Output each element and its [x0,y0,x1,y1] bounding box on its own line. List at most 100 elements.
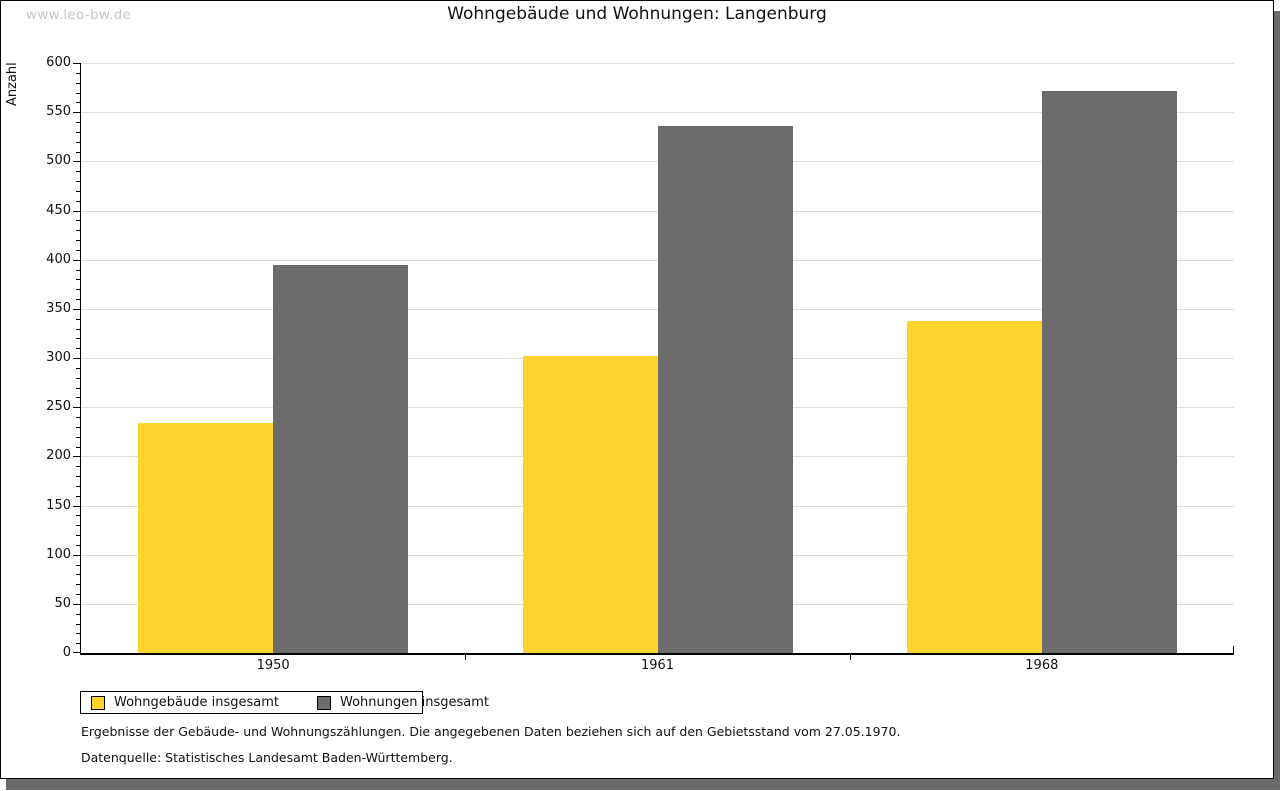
y-minor-tick-230 [76,426,80,428]
y-tick-label-100: 100 [46,546,71,562]
y-minor-tick-80 [76,574,80,576]
y-major-tick-150 [73,505,80,507]
y-minor-tick-30 [76,623,80,625]
y-major-tick-400 [73,259,80,261]
y-minor-tick-330 [76,328,80,330]
legend-label: Wohngebäude insgesamt [114,695,279,710]
watermark: www.leo-bw.de [26,7,132,23]
y-major-tick-300 [73,358,80,359]
y-major-tick-100 [73,554,80,556]
y-tick-label-550: 550 [46,104,71,120]
y-minor-tick-130 [76,525,80,527]
y-major-tick-500 [73,161,80,163]
x-tick-label-1950: 1950 [256,658,290,673]
y-tick-label-350: 350 [46,300,71,316]
y-minor-tick-520 [76,141,80,143]
y-tick-label-150: 150 [46,497,71,513]
x-tick-label-1968: 1968 [1025,658,1059,673]
y-major-tick-450 [73,210,80,212]
y-minor-tick-370 [76,289,80,291]
y-minor-tick-220 [76,436,80,438]
legend-item: Wohnungen insgesamt [317,695,489,710]
y-minor-tick-380 [76,279,80,281]
y-minor-tick-320 [76,338,80,340]
legend-label: Wohnungen insgesamt [340,695,489,710]
legend-item: Wohngebäude insgesamt [91,695,279,710]
y-major-tick-600 [73,63,80,64]
plot-area: 0 50 100 150 200 250 300 350 400 450 500 550 600 195… [46,55,1234,673]
y-minor-tick-410 [76,249,80,251]
y-tick-label-400: 400 [46,251,71,267]
x-tick-label-1961: 1961 [640,658,675,673]
chart-title: Wohngebäude und Wohnungen: Langenburg [447,4,827,24]
y-minor-tick-190 [76,466,80,468]
y-minor-tick-540 [76,122,80,123]
y-minor-tick-440 [76,220,80,222]
y-tick-label-500: 500 [46,153,71,169]
legend-swatch-wohnungen [317,695,331,710]
bar-wohngebäude-1968 [906,320,1042,653]
y-major-tick-50 [73,603,80,605]
y-minor-tick-210 [76,446,80,448]
y-tick-label-450: 450 [46,202,71,218]
y-minor-tick-110 [76,544,80,546]
y-minor-tick-290 [76,367,80,369]
y-minor-tick-470 [76,190,80,192]
y-minor-tick-20 [76,633,80,635]
y-major-tick-0 [73,652,80,653]
y-minor-tick-10 [76,643,80,645]
x-separator-tick-2 [849,655,851,660]
y-minor-tick-260 [76,397,80,399]
y-minor-tick-510 [76,151,80,153]
y-minor-tick-460 [76,200,80,202]
gridline-600 [81,63,1234,64]
y-minor-tick-240 [76,417,80,418]
y-minor-tick-390 [76,269,80,271]
bar-wohngebäude-1961 [522,356,658,653]
footer-source: Datenquelle: Statistisches Landesamt Bad… [81,750,453,765]
y-minor-tick-170 [76,485,80,487]
y-minor-tick-120 [76,535,80,536]
y-minor-tick-60 [76,594,80,595]
y-minor-tick-70 [76,584,80,586]
y-minor-tick-310 [76,348,80,350]
bar-wohnungen-1961 [657,125,793,653]
y-minor-tick-570 [76,92,80,94]
legend: Wohngebäude insgesamt Wohnungen insgesam… [80,691,489,714]
y-minor-tick-580 [76,82,80,84]
y-minor-tick-590 [76,72,80,74]
y-tick-label-250: 250 [46,399,71,415]
y-tick-label-200: 200 [46,448,71,464]
y-tick-label-0: 0 [62,645,71,660]
y-minor-tick-90 [76,564,80,566]
y-minor-tick-360 [76,299,80,300]
y-minor-tick-280 [76,377,80,379]
bar-wohnungen-1968 [1041,90,1177,653]
bar-wohngebäude-1950 [138,422,274,653]
y-minor-tick-530 [76,131,80,133]
y-tick-label-600: 600 [46,55,71,70]
y-major-tick-200 [73,456,80,458]
y-minor-tick-140 [76,515,80,517]
y-minor-tick-420 [76,240,80,241]
y-minor-tick-430 [76,230,80,232]
y-minor-tick-160 [76,495,80,497]
y-minor-tick-40 [76,613,80,615]
y-tick-label-300: 300 [46,350,71,365]
y-minor-tick-560 [76,102,80,104]
x-axis-end-tick [1233,646,1234,653]
y-minor-tick-340 [76,318,80,320]
legend-swatch-wohngebaeude [91,695,105,710]
y-major-tick-550 [73,112,80,114]
y-tick-label-50: 50 [54,595,71,611]
y-minor-tick-270 [76,387,80,389]
y-minor-tick-480 [76,181,80,182]
footer-note: Ergebnisse der Gebäude- und Wohnungszähl… [81,724,901,739]
y-major-tick-250 [73,407,80,409]
y-minor-tick-180 [76,476,80,477]
x-separator-tick-1 [465,655,467,660]
gridline-550 [81,112,1234,114]
y-major-tick-350 [73,308,80,310]
bar-wohnungen-1950 [273,264,409,653]
